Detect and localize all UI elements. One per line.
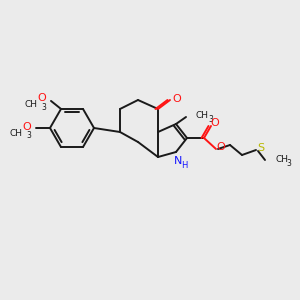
Text: O: O bbox=[172, 94, 182, 104]
Text: 3: 3 bbox=[41, 103, 46, 112]
Text: CH: CH bbox=[24, 100, 37, 109]
Text: O: O bbox=[217, 142, 225, 152]
Text: N: N bbox=[174, 156, 182, 166]
Text: CH: CH bbox=[196, 112, 209, 121]
Text: 3: 3 bbox=[26, 131, 31, 140]
Text: S: S bbox=[257, 143, 265, 153]
Text: O: O bbox=[37, 93, 46, 103]
Text: O: O bbox=[211, 118, 219, 128]
Text: H: H bbox=[181, 161, 187, 170]
Text: 3: 3 bbox=[286, 158, 291, 167]
Text: O: O bbox=[22, 122, 31, 132]
Text: 3: 3 bbox=[208, 115, 213, 124]
Text: CH: CH bbox=[275, 155, 288, 164]
Text: CH: CH bbox=[9, 128, 22, 137]
